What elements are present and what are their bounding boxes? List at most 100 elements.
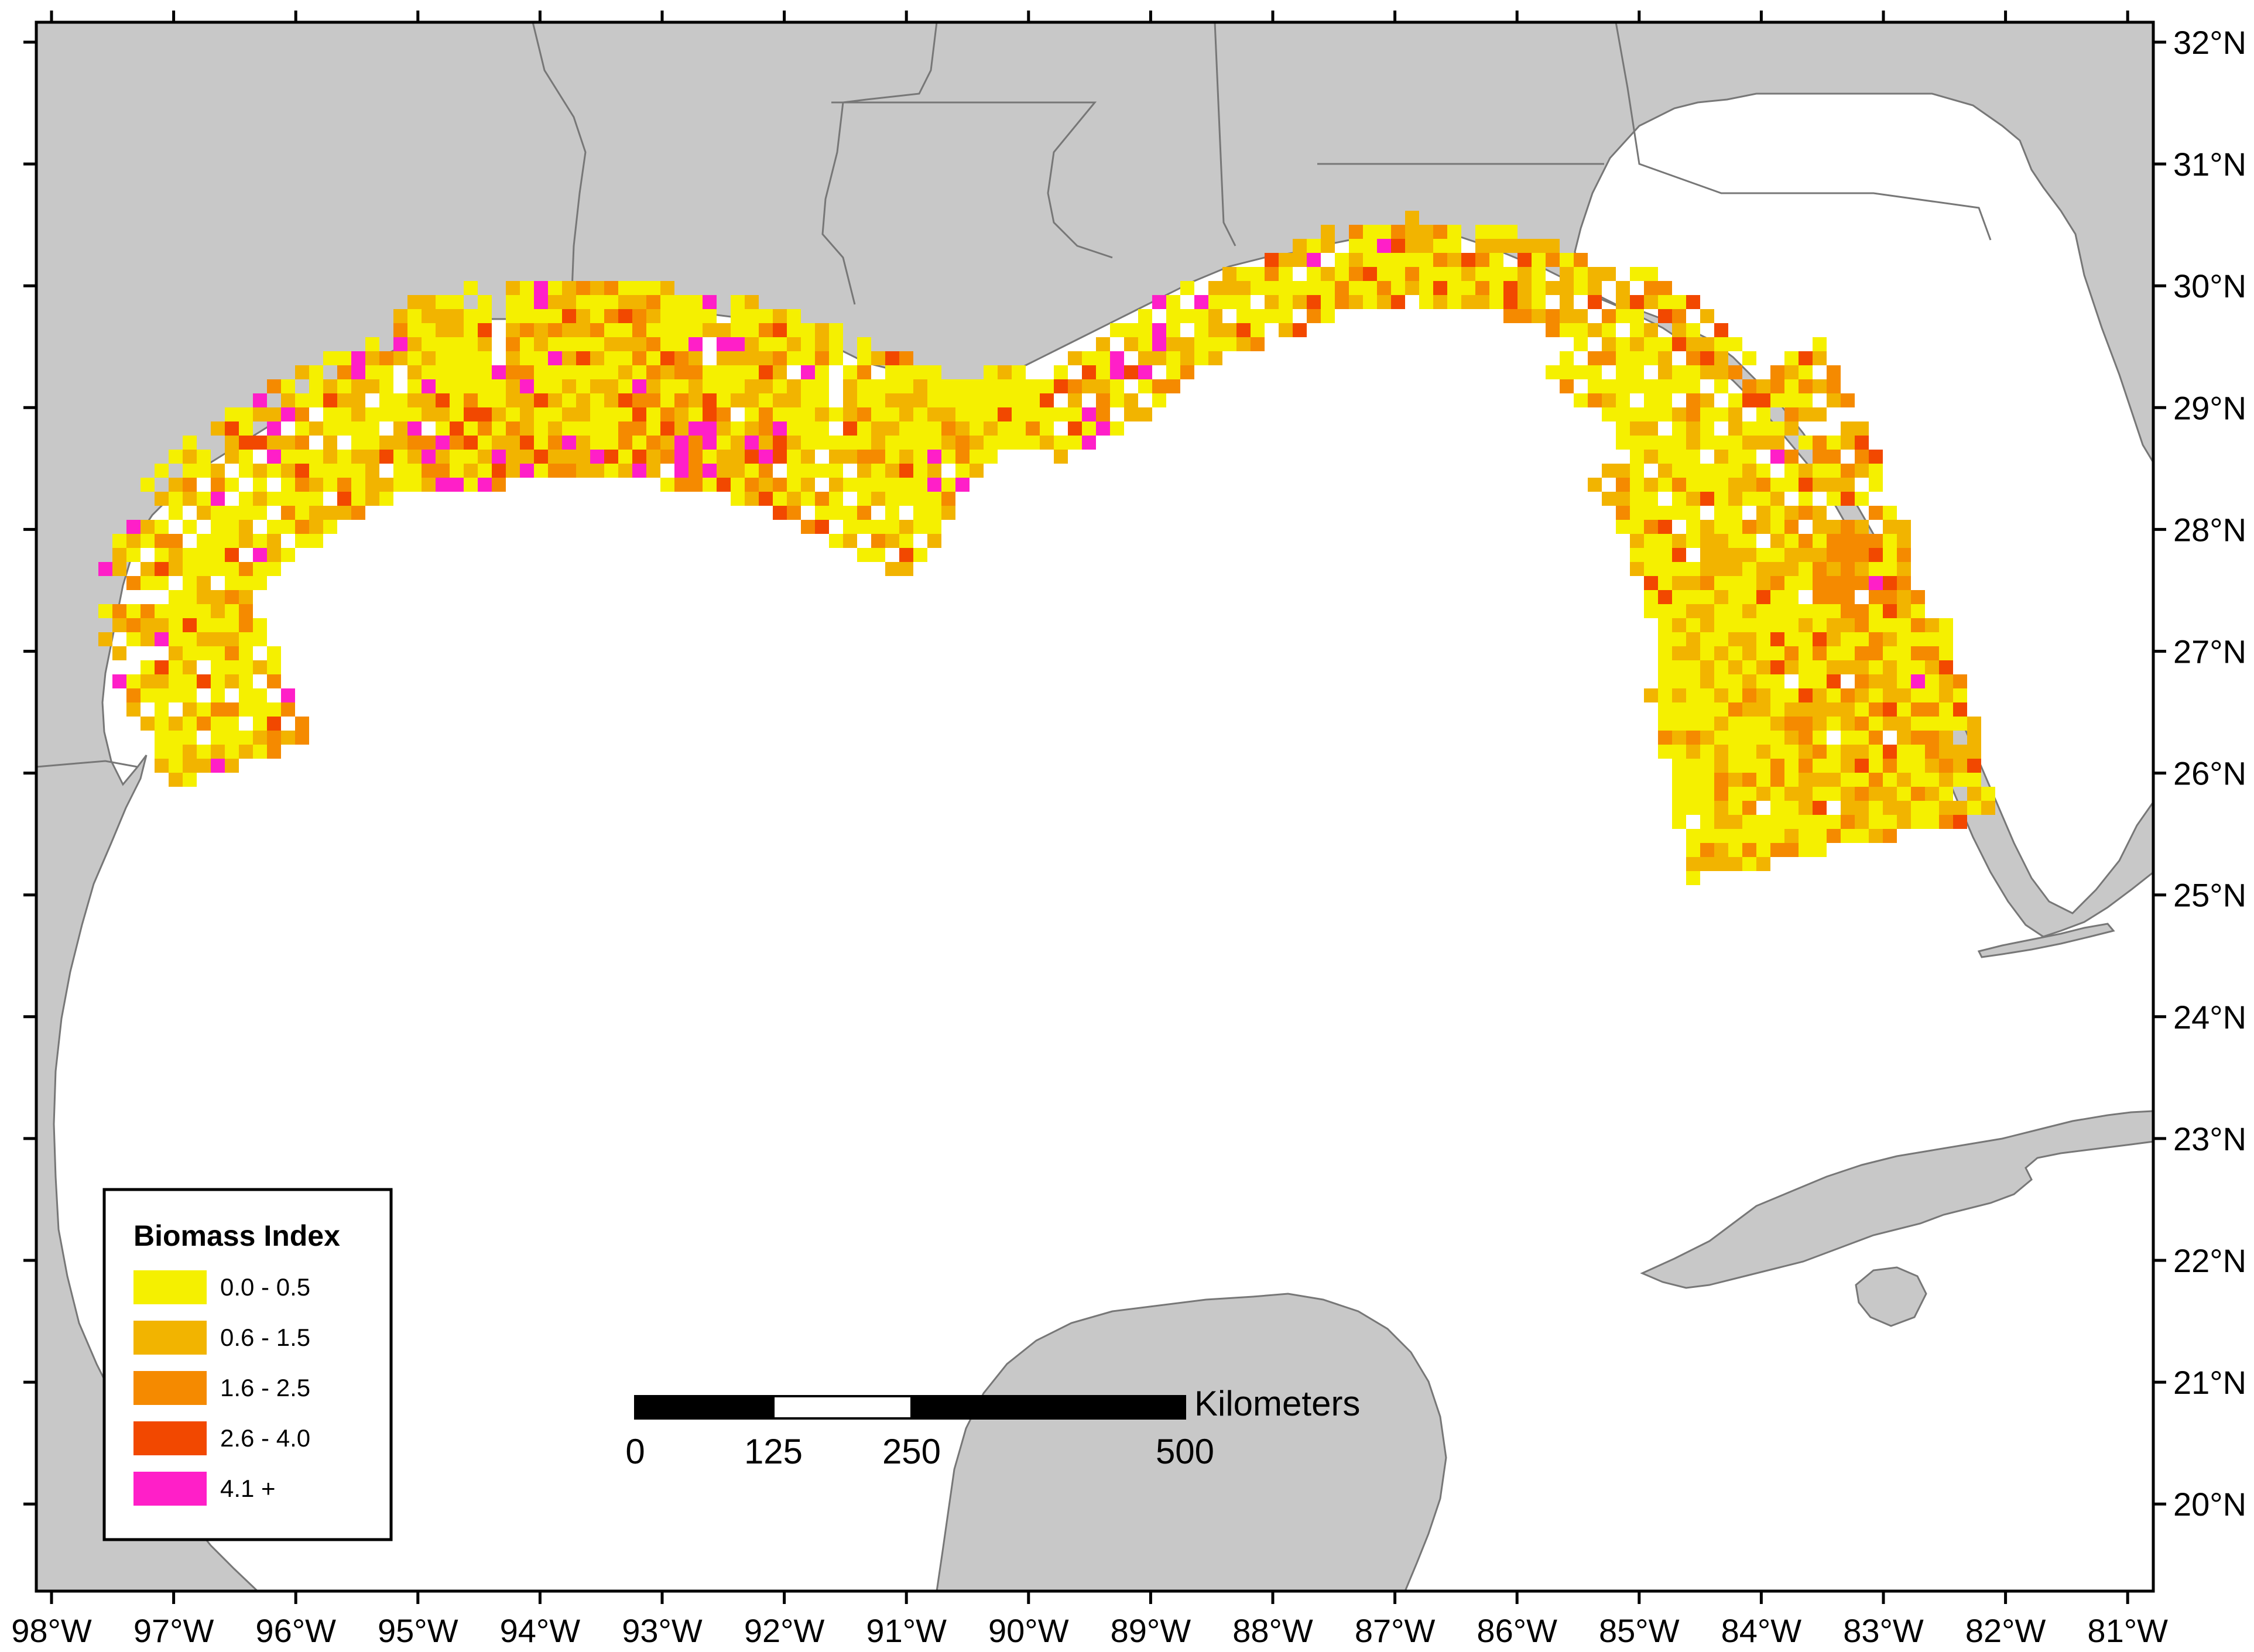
biomass-cell — [239, 660, 253, 674]
biomass-cell — [1770, 492, 1784, 506]
scale-label-0: 0 — [625, 1432, 645, 1471]
lon-label: 98°W — [11, 1612, 92, 1649]
biomass-cell — [885, 379, 899, 393]
biomass-cell — [1222, 267, 1236, 281]
biomass-cell — [1251, 267, 1265, 281]
biomass-cell — [351, 365, 365, 379]
biomass-cell — [183, 436, 197, 450]
biomass-cell — [674, 323, 688, 337]
biomass-cell — [225, 576, 239, 590]
biomass-cell — [1813, 548, 1827, 562]
biomass-cell — [688, 379, 703, 393]
biomass-cell — [1728, 407, 1742, 421]
biomass-cell — [422, 407, 436, 421]
biomass-cell — [1560, 253, 1574, 267]
biomass-cell — [1391, 225, 1405, 239]
biomass-cell — [1827, 393, 1841, 407]
biomass-cell — [1742, 534, 1756, 548]
biomass-cell — [407, 450, 422, 464]
biomass-cell — [759, 436, 773, 450]
biomass-cell — [1012, 393, 1026, 407]
biomass-cell — [169, 660, 183, 674]
biomass-cell — [829, 534, 843, 548]
biomass-cell — [1714, 450, 1728, 464]
biomass-cell — [1461, 281, 1475, 295]
biomass-cell — [843, 534, 857, 548]
biomass-cell — [1672, 492, 1686, 506]
biomass-cell — [955, 393, 970, 407]
biomass-cell — [281, 436, 295, 450]
biomass-cell — [422, 464, 436, 478]
biomass-cell — [1728, 759, 1742, 773]
biomass-cell — [1827, 379, 1841, 393]
biomass-cell — [337, 365, 351, 379]
biomass-cell — [1799, 829, 1813, 843]
biomass-cell — [141, 618, 155, 632]
biomass-cell — [1827, 534, 1841, 548]
biomass-cell — [1658, 618, 1672, 632]
biomass-cell — [773, 421, 787, 436]
biomass-cell — [309, 520, 323, 534]
biomass-cell — [1869, 576, 1883, 590]
biomass-cell — [1827, 618, 1841, 632]
biomass-cell — [464, 421, 478, 436]
biomass-cell — [365, 379, 379, 393]
biomass-cell — [1967, 731, 1981, 745]
biomass-cell — [1756, 464, 1770, 478]
biomass-cell — [1349, 281, 1363, 295]
biomass-cell — [112, 604, 126, 618]
biomass-cell — [1068, 393, 1082, 407]
biomass-cell — [632, 309, 646, 323]
biomass-cell — [1827, 562, 1841, 576]
biomass-cell — [731, 492, 745, 506]
biomass-cell — [1813, 379, 1827, 393]
biomass-cell — [1742, 520, 1756, 534]
biomass-cell — [801, 407, 815, 421]
biomass-cell — [1841, 590, 1855, 604]
biomass-cell — [857, 337, 871, 351]
biomass-cell — [295, 534, 309, 548]
biomass-cell — [604, 379, 618, 393]
biomass-cell — [1616, 365, 1630, 379]
biomass-cell — [1686, 702, 1700, 717]
biomass-cell — [155, 702, 169, 717]
biomass-cell — [1658, 365, 1672, 379]
biomass-cell — [1588, 393, 1602, 407]
biomass-cell — [379, 407, 393, 421]
biomass-cell — [1827, 688, 1841, 702]
biomass-cell — [281, 464, 295, 478]
biomass-cell — [885, 351, 899, 365]
biomass-cell — [155, 717, 169, 731]
biomass-cell — [365, 337, 379, 351]
biomass-cell — [1672, 801, 1686, 815]
biomass-cell — [1981, 787, 1995, 801]
biomass-cell — [1335, 281, 1349, 295]
biomass-cell — [857, 351, 871, 365]
biomass-cell — [1686, 801, 1700, 815]
biomass-cell — [379, 379, 393, 393]
biomass-cell — [562, 421, 576, 436]
lon-label: 93°W — [622, 1612, 703, 1649]
biomass-cell — [365, 436, 379, 450]
biomass-cell — [464, 407, 478, 421]
biomass-cell — [1546, 281, 1560, 295]
biomass-cell — [1321, 295, 1335, 309]
biomass-cell — [183, 745, 197, 759]
biomass-cell — [885, 464, 899, 478]
biomass-cell — [295, 436, 309, 450]
biomass-cell — [1742, 857, 1756, 871]
biomass-cell — [1279, 323, 1293, 337]
biomass-cell — [1447, 281, 1461, 295]
biomass-cell — [1700, 618, 1714, 632]
biomass-cell — [295, 450, 309, 464]
biomass-cell — [267, 492, 281, 506]
biomass-cell — [155, 520, 169, 534]
legend-label: 2.6 - 4.0 — [220, 1424, 310, 1452]
biomass-cell — [1349, 253, 1363, 267]
biomass-cell — [295, 421, 309, 436]
biomass-cell — [1841, 492, 1855, 506]
biomass-cell — [1307, 253, 1321, 267]
biomass-cell — [225, 745, 239, 759]
biomass-cell — [1869, 745, 1883, 759]
biomass-cell — [1939, 632, 1953, 646]
